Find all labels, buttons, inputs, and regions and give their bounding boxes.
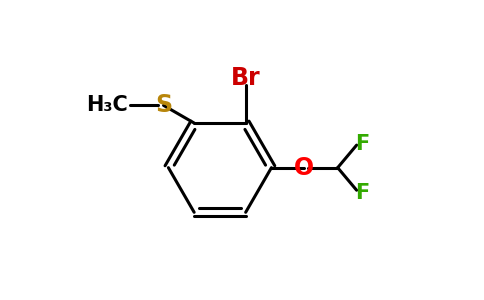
Text: O: O xyxy=(294,156,314,180)
Text: Br: Br xyxy=(231,66,260,90)
Text: S: S xyxy=(155,93,172,117)
Text: H₃C: H₃C xyxy=(87,95,128,116)
Text: F: F xyxy=(355,183,369,202)
Text: F: F xyxy=(355,134,369,154)
